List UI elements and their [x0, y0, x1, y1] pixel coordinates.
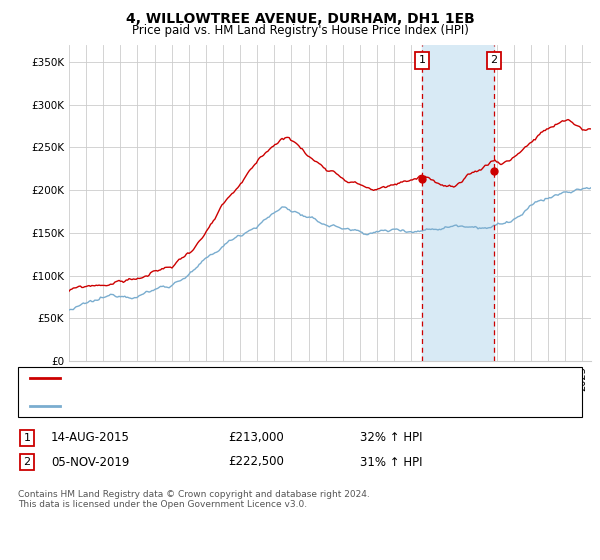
Bar: [422, 45, 494, 361]
Text: Price paid vs. HM Land Registry's House Price Index (HPI): Price paid vs. HM Land Registry's House …: [131, 24, 469, 37]
Text: 1: 1: [418, 55, 425, 65]
Text: 1: 1: [23, 433, 31, 443]
Text: £213,000: £213,000: [228, 431, 284, 445]
Text: Contains HM Land Registry data © Crown copyright and database right 2024.
This d: Contains HM Land Registry data © Crown c…: [18, 490, 370, 510]
Text: 05-NOV-2019: 05-NOV-2019: [51, 455, 130, 469]
Text: 14-AUG-2015: 14-AUG-2015: [51, 431, 130, 445]
Text: £222,500: £222,500: [228, 455, 284, 469]
Text: 32% ↑ HPI: 32% ↑ HPI: [360, 431, 422, 445]
Text: 2: 2: [491, 55, 498, 65]
Text: HPI: Average price, detached house, County Durham: HPI: Average price, detached house, Coun…: [69, 401, 344, 411]
Text: 2: 2: [23, 457, 31, 467]
Text: 4, WILLOWTREE AVENUE, DURHAM, DH1 1EB (detached house): 4, WILLOWTREE AVENUE, DURHAM, DH1 1EB (d…: [69, 373, 397, 383]
Text: 31% ↑ HPI: 31% ↑ HPI: [360, 455, 422, 469]
Text: 4, WILLOWTREE AVENUE, DURHAM, DH1 1EB: 4, WILLOWTREE AVENUE, DURHAM, DH1 1EB: [125, 12, 475, 26]
